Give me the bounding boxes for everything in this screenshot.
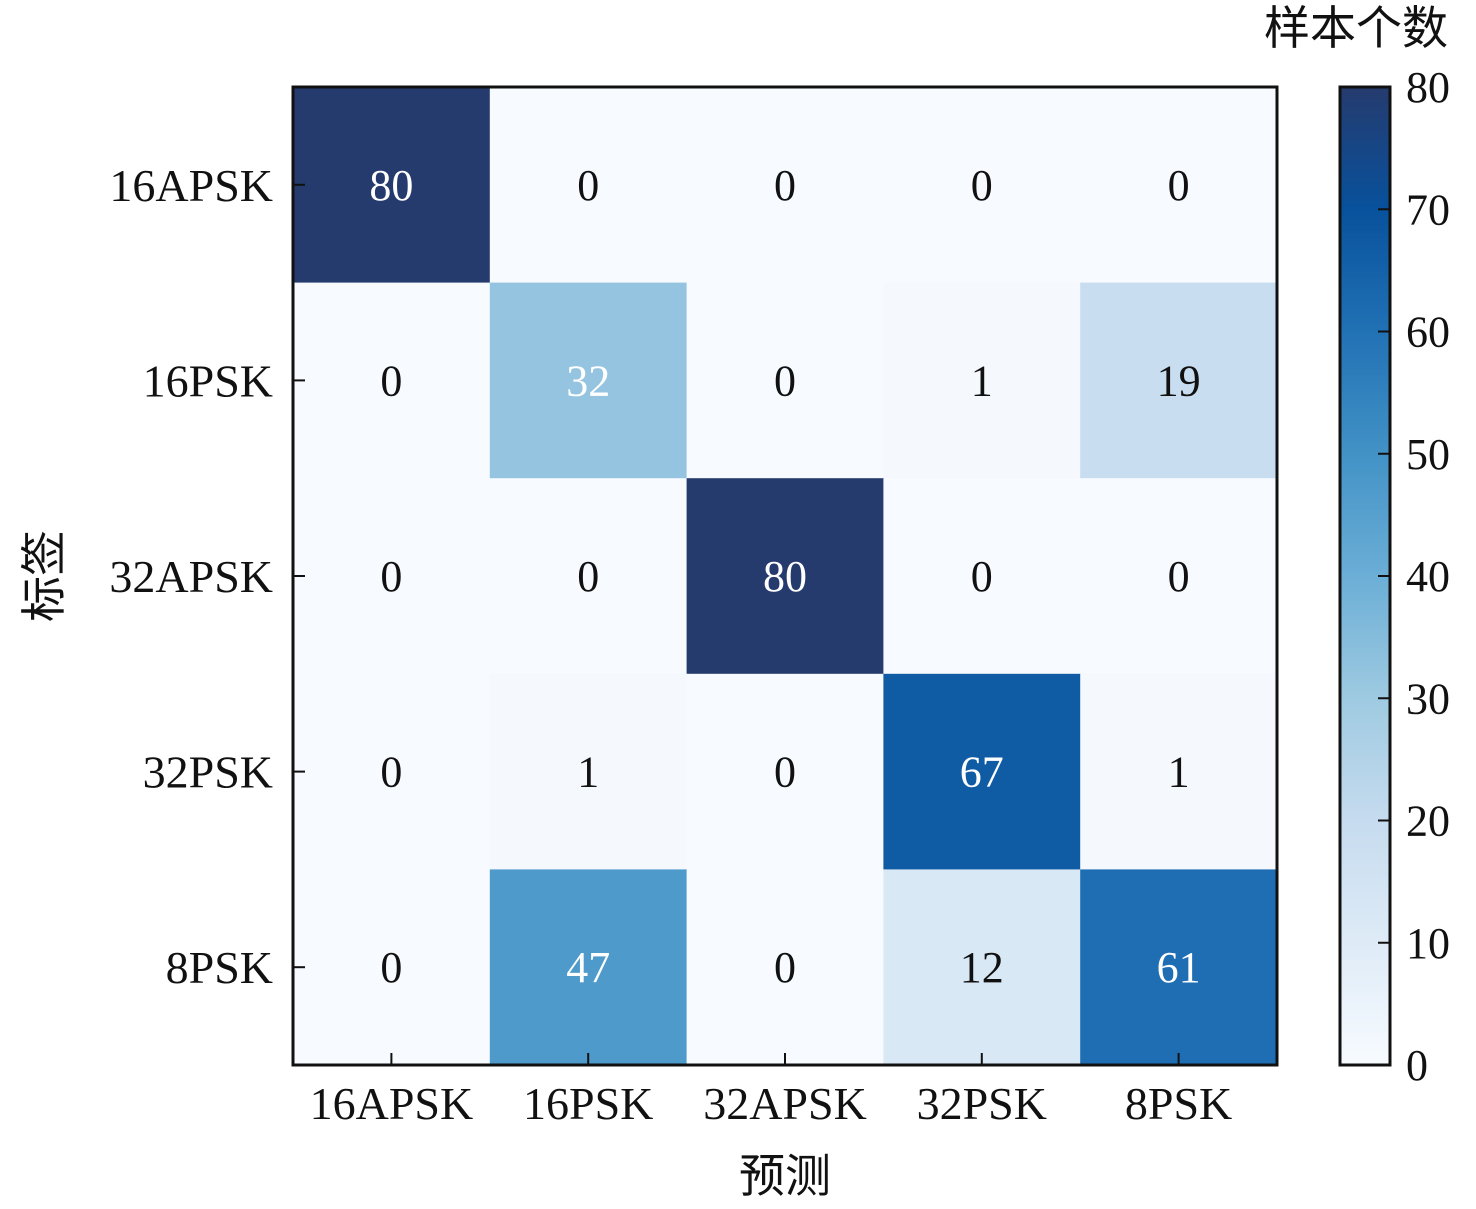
y-tick-label: 16APSK xyxy=(109,160,273,211)
colorbar-tick-label: 80 xyxy=(1406,63,1450,112)
x-tick-label: 8PSK xyxy=(1125,1078,1232,1129)
heatmap-cell xyxy=(293,478,491,675)
colorbar-tick-label: 20 xyxy=(1406,797,1450,846)
colorbar-title: 样本个数 xyxy=(1264,3,1448,54)
heatmap-cell xyxy=(293,673,491,870)
cell-value-label: 47 xyxy=(566,943,610,992)
x-tick-label: 32PSK xyxy=(917,1078,1047,1129)
colorbar-tick-label: 70 xyxy=(1406,185,1450,234)
y-axis-ticks: 16APSK 16PSK 32APSK 32PSK 8PSK xyxy=(109,160,305,993)
heatmap-cell xyxy=(883,282,1081,479)
heatmap-cell xyxy=(686,869,884,1066)
y-tick-label: 32APSK xyxy=(109,551,273,602)
cell-value-label: 80 xyxy=(763,552,807,601)
cell-value-label: 0 xyxy=(971,552,993,601)
cell-value-label: 0 xyxy=(1168,161,1190,210)
heatmap-cell xyxy=(1080,87,1278,284)
colorbar-tick-label: 60 xyxy=(1406,308,1450,357)
cell-value-label: 19 xyxy=(1157,356,1201,405)
cell-value-label: 1 xyxy=(971,356,993,405)
x-axis-title: 预测 xyxy=(739,1151,831,1202)
heatmap-cell xyxy=(686,478,884,675)
cell-value-label: 0 xyxy=(774,356,796,405)
y-tick-label: 16PSK xyxy=(143,355,273,406)
heatmap-cell xyxy=(489,869,688,1066)
heatmap-cell xyxy=(1080,282,1278,479)
cell-value-label: 0 xyxy=(774,943,796,992)
cell-value-label: 1 xyxy=(577,748,599,797)
heatmap-cell xyxy=(1080,478,1278,675)
colorbar-tick-label: 50 xyxy=(1406,430,1450,479)
colorbar-tick-label: 0 xyxy=(1406,1041,1428,1090)
x-tick-label: 16APSK xyxy=(310,1078,474,1129)
heatmap-cell xyxy=(293,87,491,284)
cell-value-label: 61 xyxy=(1157,943,1201,992)
heatmap-cells xyxy=(293,87,1278,1066)
cell-value-label: 0 xyxy=(380,748,402,797)
heatmap-cell xyxy=(686,673,884,870)
cell-value-label: 0 xyxy=(774,748,796,797)
cell-value-label: 12 xyxy=(960,943,1004,992)
heatmap-cell xyxy=(1080,869,1278,1066)
cell-value-label: 0 xyxy=(380,552,402,601)
x-tick-label: 32APSK xyxy=(703,1078,867,1129)
cell-value-label: 0 xyxy=(380,356,402,405)
cell-value-label: 0 xyxy=(971,161,993,210)
colorbar-ticks: 0 10 20 30 40 50 60 70 80 xyxy=(1378,63,1450,1090)
cell-value-label: 0 xyxy=(577,552,599,601)
heatmap-cell xyxy=(489,478,688,675)
heatmap-cell xyxy=(686,282,884,479)
heatmap-cell xyxy=(883,869,1081,1066)
y-tick-label: 32PSK xyxy=(143,747,273,798)
cell-value-label: 0 xyxy=(380,943,402,992)
heatmap-cell xyxy=(883,673,1081,870)
cell-value-label: 67 xyxy=(960,748,1004,797)
colorbar-tick-label: 40 xyxy=(1406,552,1450,601)
colorbar-tick-label: 10 xyxy=(1406,919,1450,968)
y-tick-label: 8PSK xyxy=(166,942,273,993)
heatmap-cell xyxy=(883,87,1081,284)
x-axis-ticks: 16APSK 16PSK 32APSK 32PSK 8PSK xyxy=(310,1053,1232,1129)
heatmap-cell xyxy=(686,87,884,284)
y-axis-title: 标签 xyxy=(19,530,70,622)
heatmap-cell xyxy=(489,673,688,870)
cell-value-label: 32 xyxy=(566,356,610,405)
cell-value-label: 0 xyxy=(774,161,796,210)
heatmap-cell xyxy=(489,282,688,479)
cell-value-label: 0 xyxy=(577,161,599,210)
heatmap-cell xyxy=(293,869,491,1066)
heatmap-cell xyxy=(1080,673,1278,870)
cell-value-label: 80 xyxy=(369,161,413,210)
heatmap-cell-labels: 80 0 0 0 0 0 32 0 1 19 0 0 80 0 0 0 1 0 67 1 0 47 0 12 61 xyxy=(369,161,1200,992)
cell-value-label: 1 xyxy=(1168,748,1190,797)
heatmap-cell xyxy=(883,478,1081,675)
colorbar-tick-label: 30 xyxy=(1406,674,1450,723)
heatmap-cell xyxy=(489,87,688,284)
cell-value-label: 0 xyxy=(1168,552,1190,601)
x-tick-label: 16PSK xyxy=(523,1078,653,1129)
heatmap-cell xyxy=(293,282,491,479)
